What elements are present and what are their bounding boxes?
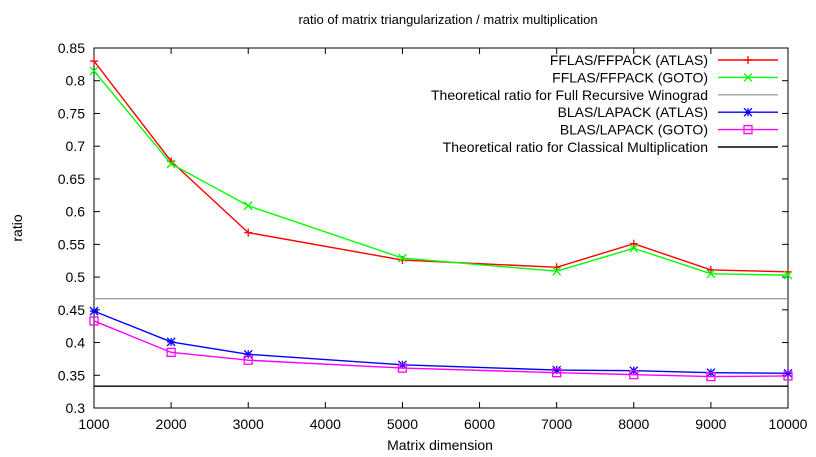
legend-item: FFLAS/FFPACK (GOTO) [552, 69, 778, 85]
legend-item: BLAS/LAPACK (GOTO) [560, 122, 778, 138]
data-point [89, 316, 99, 326]
data-point [706, 265, 715, 274]
marker-square [166, 347, 176, 358]
marker-square [706, 371, 716, 382]
series-line [93, 310, 789, 375]
plot-frame [93, 47, 789, 409]
y-tick-label: 0.35 [58, 367, 85, 383]
y-tick-label: 0.55 [58, 236, 85, 252]
plot-area: 1000 2000 3000 4000 5000 6000 7000 8000 9000 1000… [58, 40, 808, 432]
series-4 [89, 306, 793, 378]
data-point [244, 228, 253, 237]
data-point [166, 347, 176, 358]
series-1 [90, 57, 792, 276]
x-tick-label: 4000 [310, 416, 341, 432]
data-point [629, 243, 639, 253]
marker-square [243, 355, 253, 365]
x-tick-label: 2000 [156, 416, 187, 432]
data-point [706, 371, 716, 382]
legend-label: FFLAS/FFPACK (ATLAS) [550, 52, 708, 68]
marker-square [89, 316, 99, 326]
legend-label: Theoretical ratio for Classical Multipli… [443, 139, 708, 155]
y-tick-label: 0.5 [66, 269, 86, 285]
data-point [552, 368, 562, 378]
marker-stroke [89, 66, 99, 76]
data-point [552, 266, 562, 276]
series-line [93, 70, 789, 276]
data-point [166, 337, 176, 347]
legend-label: Theoretical ratio for Full Recursive Win… [431, 87, 708, 103]
legend-item: Theoretical ratio for Classical Multipli… [443, 139, 778, 155]
chart-title: ratio of matrix triangularization / matr… [298, 12, 597, 27]
data-point [783, 270, 793, 280]
data-point [743, 124, 753, 135]
data-point [783, 371, 793, 381]
data-point [90, 57, 98, 66]
y-tick-label: 0.4 [66, 335, 86, 351]
marker-stroke [397, 253, 407, 263]
x-axis-title: Matrix dimension [387, 437, 493, 453]
y-tick-label: 0.3 [66, 400, 86, 416]
data-point [706, 269, 716, 279]
marker-stroke [89, 306, 99, 316]
data-point [397, 363, 408, 373]
data-point [744, 56, 752, 64]
y-tick-label: 0.85 [58, 40, 85, 56]
legend-item: FFLAS/FFPACK (ATLAS) [550, 52, 778, 68]
marker-square [783, 371, 793, 381]
legend-item: BLAS/LAPACK (ATLAS) [558, 104, 778, 120]
x-tick-label: 1000 [78, 416, 109, 432]
marker-square [743, 124, 753, 135]
x-tick-label: 10000 [769, 416, 808, 432]
marker-square [397, 363, 408, 373]
data-point [629, 369, 639, 380]
data-point [243, 355, 253, 365]
x-tick-label: 5000 [387, 416, 418, 432]
marker-stroke [166, 159, 176, 169]
marker-stroke [743, 72, 753, 82]
x-tick-label: 8000 [618, 416, 649, 432]
marker-stroke [783, 270, 793, 280]
legend: FFLAS/FFPACK (ATLAS)FFLAS/FFPACK (GOTO) T… [431, 52, 778, 155]
data-point [743, 72, 753, 82]
data-point [743, 107, 753, 117]
y-tick-label: 0.45 [58, 302, 85, 318]
data-point [552, 263, 561, 272]
y-tick-label: 0.65 [58, 171, 85, 187]
marker-stroke [743, 107, 753, 117]
y-axis-title: ratio [9, 214, 25, 241]
data-point [89, 66, 99, 76]
series-line [93, 320, 789, 378]
marker-stroke [552, 266, 562, 276]
x-tick-label: 9000 [695, 416, 726, 432]
data-point [166, 159, 176, 169]
data-point [629, 239, 638, 248]
legend-label: BLAS/LAPACK (ATLAS) [558, 104, 708, 120]
data-point [397, 253, 407, 263]
y-tick-label: 0.8 [66, 73, 86, 89]
x-tick-label: 7000 [541, 416, 572, 432]
marker-stroke [706, 269, 716, 279]
series-2 [89, 66, 793, 280]
x-tick-label: 6000 [464, 416, 495, 432]
data-point [89, 306, 99, 316]
marker-stroke [243, 349, 253, 359]
marker-stroke [243, 201, 253, 211]
marker-stroke [166, 337, 176, 347]
marker-square [629, 369, 639, 380]
series-line [93, 60, 789, 273]
marker-stroke [629, 243, 639, 253]
series-5 [89, 316, 793, 382]
legend-item: Theoretical ratio for Full Recursive Win… [431, 87, 778, 103]
data-point [243, 201, 253, 211]
x-tick-label: 3000 [233, 416, 264, 432]
y-tick-label: 0.75 [58, 105, 85, 121]
y-tick-label: 0.6 [66, 204, 86, 220]
legend-label: BLAS/LAPACK (GOTO) [560, 122, 708, 138]
y-tick-label: 0.7 [66, 138, 86, 154]
marker-square [552, 368, 562, 378]
data-point [243, 349, 253, 359]
legend-label: FFLAS/FFPACK (GOTO) [552, 69, 708, 85]
